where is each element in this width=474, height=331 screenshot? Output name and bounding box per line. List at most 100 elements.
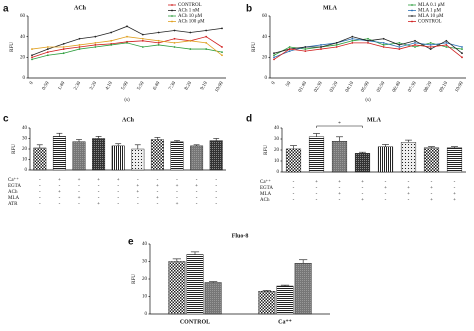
x-tick-label: 0 [271, 81, 277, 86]
x-tick-label: 05:00 [361, 81, 371, 94]
condition-sign: - [293, 198, 295, 203]
point [414, 41, 416, 44]
condition-sign: - [408, 180, 410, 185]
bar [446, 147, 463, 173]
point [461, 46, 463, 48]
condition-sign: + [156, 196, 159, 201]
x-tick-label: 5:50 [137, 81, 146, 92]
condition-sign: - [98, 184, 100, 189]
condition-sign: - [157, 178, 159, 183]
point [288, 48, 291, 50]
point [351, 39, 354, 42]
panel-label: a [3, 4, 9, 15]
significance-label: * [338, 122, 341, 127]
y-tick-label: 30 [22, 137, 28, 142]
x-tick-label: 03:20 [329, 81, 339, 94]
y-tick-label: 10 [22, 158, 28, 163]
condition-sign: - [78, 184, 80, 189]
condition-label: EGTA [260, 186, 273, 191]
legend-marker [171, 9, 173, 12]
condition-sign: - [316, 192, 318, 197]
y-tick-label: 30 [274, 137, 280, 142]
y-axis-label: RFU [264, 145, 269, 155]
x-tick-label: 02:30 [314, 81, 324, 94]
bar [294, 263, 312, 315]
point [157, 39, 160, 42]
condition-sign: - [339, 198, 341, 203]
x-tick-label: 5:00 [121, 81, 130, 92]
x-tick-label: 50 [286, 81, 293, 88]
condition-sign: - [293, 180, 295, 185]
x-tick-label: 10:00 [215, 81, 225, 94]
y-tick-label: 10 [142, 295, 148, 300]
condition-label: ATR [8, 202, 18, 207]
legend-label: ACh 100 μM [178, 20, 205, 25]
bar [150, 139, 164, 171]
condition-sign: - [176, 196, 178, 201]
point [273, 56, 275, 59]
panel-label: d [246, 114, 252, 125]
point [126, 41, 128, 44]
point [221, 51, 223, 54]
condition-sign: - [431, 180, 433, 185]
condition-sign: - [39, 202, 41, 207]
point [141, 37, 144, 40]
series-line [31, 36, 223, 56]
y-axis-label: RFU [252, 42, 257, 52]
condition-sign: - [431, 192, 433, 197]
condition-sign: - [157, 202, 159, 207]
condition-sign: - [39, 178, 41, 183]
point [110, 39, 113, 42]
y-tick-label: 20 [142, 277, 148, 282]
point [205, 29, 208, 32]
x-tick-label: 06:40 [392, 81, 402, 94]
point [31, 48, 33, 50]
y-tick-label: 20 [22, 147, 28, 152]
point [110, 31, 113, 34]
bar [285, 148, 302, 173]
condition-sign: - [339, 186, 341, 191]
condition-label: Ca⁺⁺ [8, 177, 19, 183]
point [273, 54, 275, 57]
point [221, 46, 223, 48]
legend-label: MLA 10 μM [418, 14, 444, 19]
series-line [273, 42, 463, 60]
legend-marker [411, 9, 413, 12]
condition-sign: - [137, 202, 139, 207]
legend-marker [171, 15, 173, 17]
point [78, 37, 81, 40]
condition-sign: - [117, 190, 119, 195]
condition-sign: - [215, 196, 217, 201]
point [429, 48, 432, 50]
point [351, 37, 354, 40]
point [429, 41, 432, 44]
point [173, 29, 176, 32]
point [273, 52, 275, 55]
x-tick-label: 01:40 [298, 81, 308, 94]
point [304, 46, 307, 48]
point [46, 48, 49, 50]
bar [276, 285, 294, 315]
point [304, 48, 307, 50]
condition-sign: - [39, 190, 41, 195]
bar [400, 142, 417, 173]
x-tick-label: CONTROL [180, 319, 210, 325]
bar [72, 141, 86, 171]
y-tick-label: 20 [274, 148, 280, 153]
condition-sign: - [98, 196, 100, 201]
condition-sign: + [97, 202, 100, 207]
condition-sign: - [196, 178, 198, 183]
point [62, 43, 65, 45]
condition-sign: + [136, 190, 139, 195]
bar [354, 153, 371, 173]
bar [111, 145, 125, 171]
point [398, 41, 401, 44]
point [189, 48, 192, 50]
legend-label: ACh 10 μM [178, 14, 203, 19]
point [288, 46, 291, 48]
point [126, 25, 128, 28]
condition-sign: - [157, 190, 159, 195]
condition-sign: + [97, 178, 100, 183]
point [62, 46, 65, 48]
